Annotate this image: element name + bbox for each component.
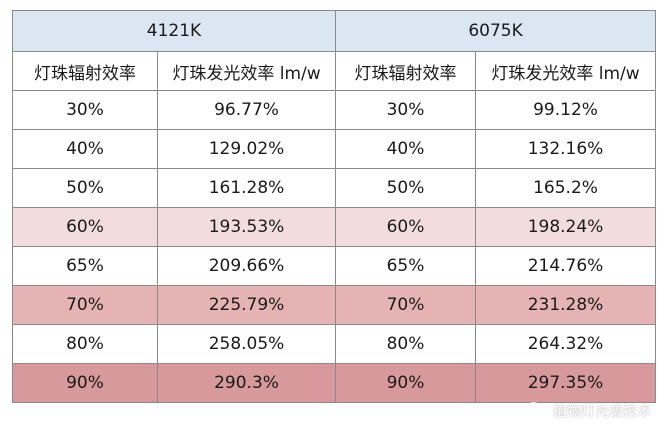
column-header: 灯珠发光效率 lm/w: [475, 51, 657, 91]
column-header: 灯珠发光效率 lm/w: [156, 51, 337, 91]
table-cell: 99.12%: [475, 90, 657, 130]
table-row: 70% 225.79% 70% 231.28%: [12, 285, 657, 325]
table-row: 60% 193.53% 60% 198.24%: [12, 207, 657, 247]
table-row: 50% 161.28% 50% 165.2%: [12, 168, 657, 208]
table-cell: 264.32%: [475, 324, 657, 364]
table-cell: 225.79%: [156, 285, 337, 325]
table-cell: 90%: [335, 363, 477, 403]
table-cell: 80%: [12, 324, 158, 364]
table-cell: 30%: [335, 90, 477, 130]
table-cell: 290.3%: [156, 363, 337, 403]
table-cell: 198.24%: [475, 207, 657, 247]
table-cell: 70%: [335, 285, 477, 325]
table-row: 40% 129.02% 40% 132.16%: [12, 129, 657, 169]
watermark-text: 植物灯光谱技术: [553, 404, 651, 420]
table-cell: 40%: [335, 129, 477, 169]
table-row: 65% 209.66% 65% 214.76%: [12, 246, 657, 286]
table-cell: 50%: [335, 168, 477, 208]
column-header-row: 灯珠辐射效率 灯珠发光效率 lm/w 灯珠辐射效率 灯珠发光效率 lm/w: [12, 51, 657, 91]
table-cell: 30%: [12, 90, 158, 130]
table-row: 30% 96.77% 30% 99.12%: [12, 90, 657, 130]
table-cell: 214.76%: [475, 246, 657, 286]
column-header: 灯珠辐射效率: [335, 51, 477, 91]
table-row: 90% 290.3% 90% 297.35%: [12, 363, 657, 403]
group-header-6075k: 6075K: [335, 10, 657, 52]
wechat-icon: [525, 402, 547, 420]
efficiency-table: 4121K 6075K 灯珠辐射效率 灯珠发光效率 lm/w 灯珠辐射效率 灯珠…: [11, 10, 657, 403]
table-cell: 65%: [335, 246, 477, 286]
table-row: 80% 258.05% 80% 264.32%: [12, 324, 657, 364]
watermark: 植物灯光谱技术: [525, 401, 651, 421]
table-cell: 80%: [335, 324, 477, 364]
table-cell: 209.66%: [156, 246, 337, 286]
table-cell: 40%: [12, 129, 158, 169]
table-cell: 231.28%: [475, 285, 657, 325]
group-header-row: 4121K 6075K: [11, 10, 657, 52]
table-cell: 50%: [12, 168, 158, 208]
column-header: 灯珠辐射效率: [12, 51, 158, 91]
table-cell: 165.2%: [475, 168, 657, 208]
table-cell: 129.02%: [156, 129, 337, 169]
table-cell: 65%: [12, 246, 158, 286]
table-cell: 70%: [12, 285, 158, 325]
table-cell: 297.35%: [475, 363, 657, 403]
table-cell: 60%: [335, 207, 477, 247]
table-cell: 132.16%: [475, 129, 657, 169]
table-cell: 193.53%: [156, 207, 337, 247]
table-cell: 90%: [12, 363, 158, 403]
table-cell: 60%: [12, 207, 158, 247]
group-header-4121k: 4121K: [11, 10, 337, 52]
table-cell: 96.77%: [156, 90, 337, 130]
table-cell: 161.28%: [156, 168, 337, 208]
table-container: 4121K 6075K 灯珠辐射效率 灯珠发光效率 lm/w 灯珠辐射效率 灯珠…: [11, 10, 657, 403]
table-cell: 258.05%: [156, 324, 337, 364]
